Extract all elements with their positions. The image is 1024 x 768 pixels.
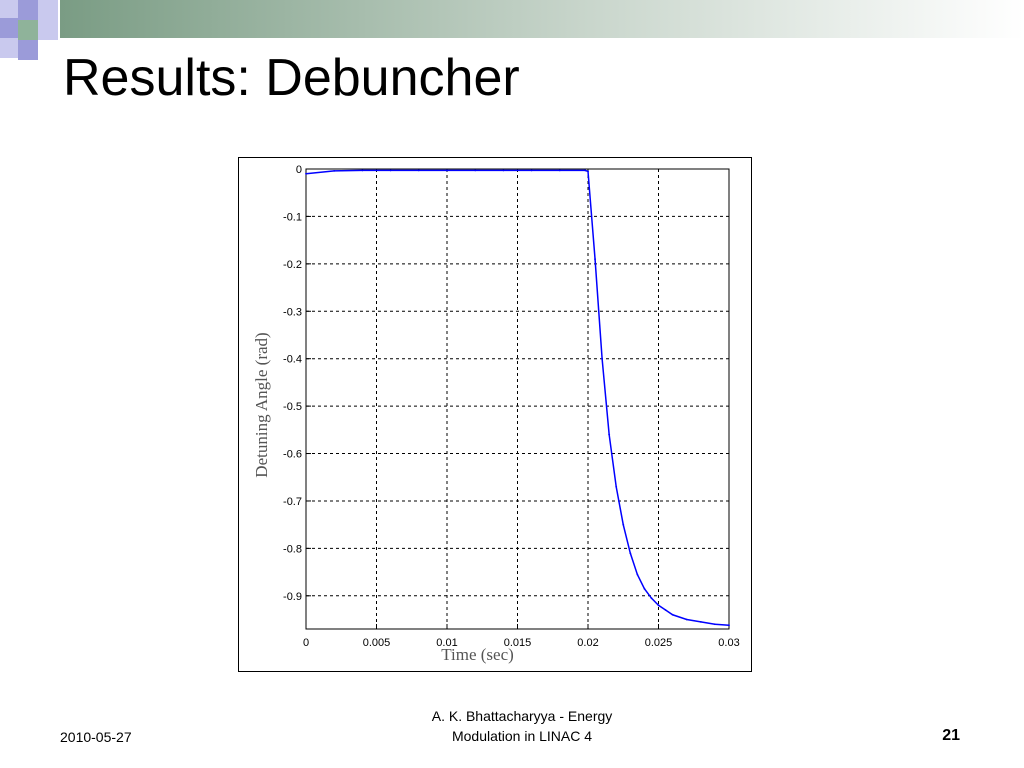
data-point-0-15 <box>615 485 618 488</box>
y-tick-label-7: -0.7 <box>283 496 302 508</box>
x-axis-label: Time (sec) <box>441 645 514 664</box>
banner-bar <box>60 0 1024 38</box>
data-point-0-10 <box>584 169 587 172</box>
footer-author-line-2: Modulation in LINAC 4 <box>451 728 593 744</box>
data-point-0-26 <box>714 623 716 626</box>
data-point-0-21 <box>657 604 660 607</box>
data-point-0-24 <box>685 618 688 621</box>
data-point-0-6 <box>474 169 477 172</box>
data-point-0-14 <box>608 433 611 436</box>
series-line-0 <box>305 169 730 626</box>
deco-square-2 <box>18 0 38 20</box>
data-point-0-18 <box>636 573 639 576</box>
footer-author-line-1: A. K. Bhattacharyya - Energy <box>431 708 613 724</box>
data-point-0-7 <box>502 169 505 172</box>
deco-square-3 <box>38 0 58 20</box>
data-point-0-13 <box>601 357 603 360</box>
y-axis-label: Detuning Angle (rad) <box>252 332 271 477</box>
y-tick-label-5: -0.5 <box>283 401 302 413</box>
x-tick-label-3: 0.015 <box>504 637 532 649</box>
data-point-0-16 <box>622 523 625 526</box>
x-tick-label-6: 0.03 <box>718 637 739 649</box>
y-tick-label-4: -0.4 <box>283 354 302 366</box>
x-tick-label-0: 0 <box>303 637 309 649</box>
y-tick-label-1: -0.1 <box>283 211 302 223</box>
deco-square-8 <box>18 40 38 60</box>
slide-title: Results: Debuncher <box>63 49 520 107</box>
chart-frame: 0 0.005 0.01 0.015 0.02 0.025 0.03 0 -0.1 -0.2 -0.… <box>238 157 752 672</box>
title-banner <box>0 0 1024 60</box>
line-chart: 0 0.005 0.01 0.015 0.02 0.025 0.03 0 -0.1 -0.2 -0.… <box>252 164 740 664</box>
data-point-0-22 <box>664 609 667 611</box>
data-point-0-11 <box>587 170 589 173</box>
y-tick-label-6: -0.6 <box>283 449 302 461</box>
deco-square-5 <box>18 20 38 40</box>
data-point-0-4 <box>417 169 420 172</box>
data-point-0-12 <box>594 258 596 261</box>
data-point-0-20 <box>650 597 653 600</box>
x-tick-label-1: 0.005 <box>363 637 391 649</box>
deco-square-7 <box>0 38 18 58</box>
page-number: 21 <box>942 727 960 744</box>
data-point-0-27 <box>728 624 730 627</box>
x-tick-label-4: 0.02 <box>577 637 598 649</box>
y-tick-label-8: -0.8 <box>283 543 302 555</box>
deco-square-4 <box>0 18 18 38</box>
data-point-0-23 <box>671 613 674 616</box>
data-point-0-17 <box>629 552 632 555</box>
y-tick-label-2: -0.2 <box>283 259 302 271</box>
data-point-0-1 <box>333 169 336 172</box>
data-point-0-5 <box>446 169 448 172</box>
y-tick-label-0: 0 <box>296 164 302 176</box>
data-point-0-2 <box>361 169 364 172</box>
data-point-0-9 <box>558 169 561 172</box>
data-point-0-19 <box>643 587 646 590</box>
data-point-0-0 <box>305 172 307 175</box>
deco-square-6 <box>38 20 58 40</box>
deco-square-1 <box>0 0 18 18</box>
data-point-0-3 <box>389 169 392 172</box>
data-point-0-8 <box>530 169 533 172</box>
y-tick-label-9: -0.9 <box>283 591 302 603</box>
footer-date: 2010-05-27 <box>60 729 132 745</box>
data-point-0-25 <box>699 620 702 623</box>
x-tick-label-2: 0.01 <box>436 637 457 649</box>
x-tick-label-5: 0.025 <box>645 637 673 649</box>
y-tick-label-3: -0.3 <box>283 306 302 318</box>
footer-author: A. K. Bhattacharyya - Energy Modulation … <box>382 706 662 746</box>
